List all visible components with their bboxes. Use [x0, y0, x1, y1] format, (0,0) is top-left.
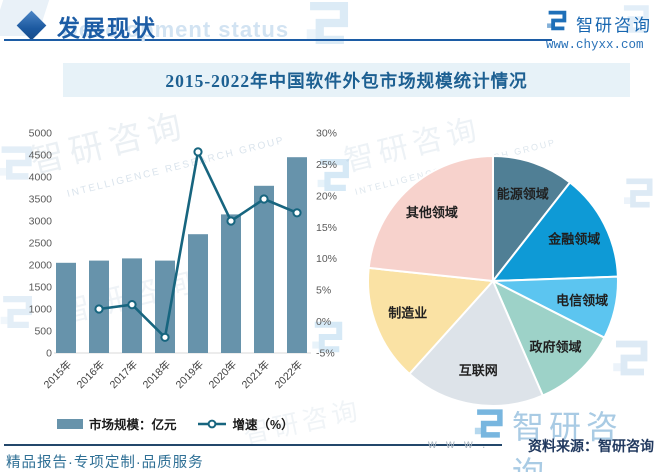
pie-label: 互联网 [459, 363, 498, 378]
chart-title: 2015-2022年中国软件外包市场规模统计情况 [165, 70, 528, 91]
svg-text:2020年: 2020年 [206, 358, 239, 391]
pie-label: 其他领域 [406, 205, 458, 220]
combo-chart: 0 500 1000 1500 2000 2500 3000 3500 4000 4500 5000… [29, 128, 337, 392]
svg-text:3500: 3500 [29, 194, 53, 206]
bar-swatch-icon [57, 418, 83, 429]
footer-services: 精品报告·专项定制·品质服务 [6, 455, 204, 471]
pie-slice-金融领域 [490, 181, 619, 283]
section-title: 发展现状 [57, 15, 157, 41]
pie-label: 政府领域 [529, 340, 581, 355]
svg-text:2021年: 2021年 [239, 358, 272, 391]
legend-item-line: 增速（%） [197, 414, 294, 433]
svg-text:1000: 1000 [29, 304, 53, 316]
chart-legend: 市场规模：亿元 增速（%） [57, 414, 294, 433]
pie-slice-互联网 [407, 279, 545, 407]
svg-text:2000: 2000 [29, 260, 53, 272]
section-title-en-watermark: Development status [62, 17, 290, 42]
svg-text:0: 0 [46, 348, 52, 360]
svg-text:2019年: 2019年 [173, 358, 206, 391]
svg-text:15%: 15% [316, 222, 337, 234]
watermark-logo-icon [298, 0, 356, 52]
svg-text:2018年: 2018年 [140, 358, 173, 391]
pie-label: 金融领域 [547, 232, 600, 247]
svg-text:0%: 0% [316, 316, 331, 328]
svg-text:2017年: 2017年 [107, 358, 140, 391]
pie-slice-能源领域 [492, 154, 572, 284]
svg-text:2016年: 2016年 [74, 358, 107, 391]
svg-text:25%: 25% [316, 159, 337, 171]
header-rule [4, 39, 552, 41]
brand-name: 智研咨询 [576, 16, 652, 35]
svg-text:2022年: 2022年 [272, 358, 305, 391]
footer-watermark-brand: 智研咨询 [512, 409, 624, 472]
svg-text:4000: 4000 [29, 172, 53, 184]
svg-text:4500: 4500 [29, 150, 53, 162]
pie-slice-政府领域 [490, 278, 606, 397]
svg-text:1500: 1500 [29, 282, 53, 294]
svg-text:500: 500 [34, 326, 52, 338]
svg-text:2500: 2500 [29, 238, 53, 250]
legend-bar-label: 市场规模：亿元 [89, 418, 177, 432]
svg-text:30%: 30% [316, 128, 337, 140]
pie-label: 能源领域 [497, 187, 549, 202]
svg-text:2015年: 2015年 [41, 358, 74, 391]
brand-website: www.chyxx.com [546, 38, 644, 52]
line-swatch-icon [197, 419, 226, 428]
footer-watermark-www: w w w . [428, 437, 489, 451]
legend-line-label: 增速（%） [232, 418, 294, 432]
footer-rule [4, 444, 502, 446]
svg-text:20%: 20% [316, 190, 337, 202]
legend-item-bar: 市场规模：亿元 [57, 414, 177, 433]
brand-logo-icon [545, 10, 567, 31]
pie-label: 制造业 [388, 306, 427, 321]
pie-slice-制造业 [367, 266, 496, 376]
data-source-note: 资料来源：智研咨询 [528, 438, 654, 454]
svg-text:3000: 3000 [29, 216, 53, 228]
pie-slice-其他领域 [367, 154, 494, 283]
svg-text:10%: 10% [316, 253, 337, 265]
chart-title-banner: 2015-2022年中国软件外包市场规模统计情况 [63, 63, 630, 97]
svg-text:5%: 5% [316, 285, 331, 297]
pie-label: 电信领域 [556, 293, 608, 308]
svg-text:5000: 5000 [29, 128, 53, 140]
svg-text:-5%: -5% [316, 348, 335, 360]
